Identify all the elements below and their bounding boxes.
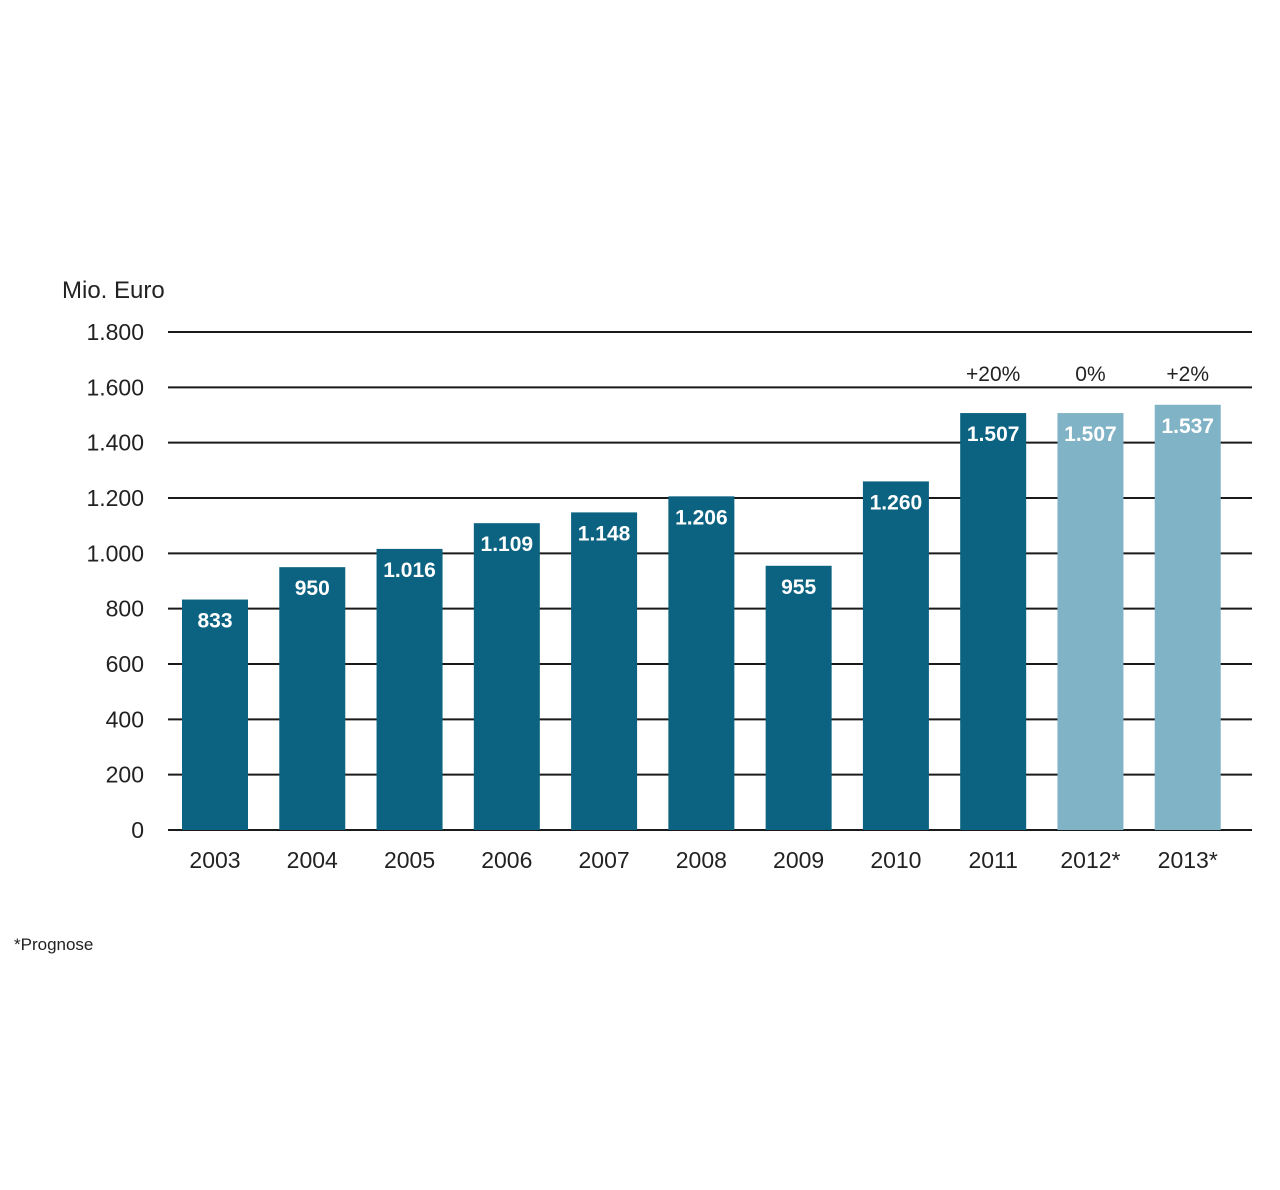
data-label: 833 (197, 610, 232, 633)
y-tick-label: 600 (106, 651, 144, 677)
data-label: 1.206 (675, 506, 728, 529)
y-tick-label: 1.000 (86, 540, 144, 566)
data-label: 1.507 (1064, 423, 1117, 446)
change-annotation: 0% (1075, 363, 1105, 386)
x-tick-label: 2012* (1060, 847, 1120, 873)
x-tick-label: 2003 (189, 847, 240, 873)
x-tick-label: 2009 (773, 847, 824, 873)
bars (182, 404, 1221, 830)
bar (668, 496, 735, 830)
x-tick-label: 2011 (968, 847, 1017, 873)
y-tick-label: 0 (131, 817, 144, 843)
chart-text: Mio. Euro *Prognose 0 200 400 600 800 1.000 1.… (14, 277, 1218, 954)
x-tick-label: 2004 (287, 847, 338, 873)
change-annotation: +2% (1166, 363, 1209, 386)
y-tick-label: 1.600 (86, 374, 144, 400)
y-tick-label: 1.400 (86, 430, 144, 456)
bar (571, 512, 638, 830)
data-label: 1.109 (481, 533, 534, 556)
x-tick-label: 2010 (870, 847, 921, 873)
data-label: 955 (781, 576, 816, 599)
bar (376, 548, 443, 830)
bar (279, 567, 346, 830)
bar (1154, 404, 1221, 830)
y-tick-label: 200 (106, 762, 144, 788)
y-tick-label: 1.800 (86, 319, 144, 345)
bar (473, 523, 540, 830)
x-tick-label: 2013* (1158, 847, 1218, 873)
x-tick-label: 2005 (384, 847, 435, 873)
y-axis-label: Mio. Euro (62, 277, 165, 304)
data-label: 1.507 (967, 423, 1020, 446)
bar (1057, 413, 1124, 830)
data-label: 1.016 (383, 559, 436, 582)
footnote: *Prognose (14, 935, 93, 954)
x-tick-label: 2008 (676, 847, 727, 873)
x-tick-label: 2007 (579, 847, 630, 873)
y-tick-label: 1.200 (86, 485, 144, 511)
y-tick-label: 800 (106, 596, 144, 622)
data-label: 1.260 (870, 491, 923, 514)
bar (862, 481, 929, 830)
bar (960, 413, 1027, 830)
y-tick-label: 400 (106, 706, 144, 732)
data-label: 1.537 (1161, 415, 1214, 438)
data-label: 950 (295, 577, 330, 600)
change-annotation: +20% (966, 363, 1020, 386)
x-tick-label: 2006 (481, 847, 532, 873)
bar (765, 565, 832, 830)
data-label: 1.148 (578, 522, 631, 545)
bar (182, 599, 248, 830)
